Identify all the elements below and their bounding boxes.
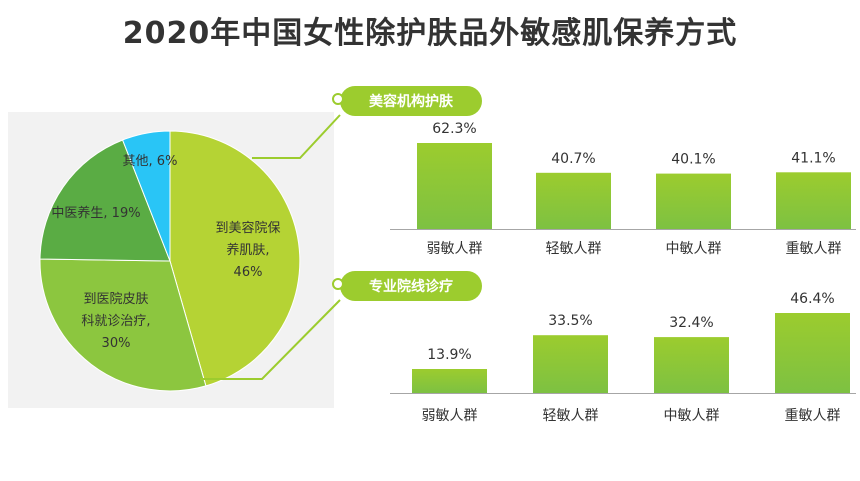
pie-slice-hospital (39, 258, 207, 392)
pill-label: 专业院线诊疗 (369, 279, 453, 295)
connector-line (200, 299, 341, 380)
bar-top-1 (417, 143, 492, 229)
pill-connector-dot (332, 278, 344, 290)
pill-label: 美容机构护肤 (369, 94, 453, 110)
category-label: 弱敏人群 (422, 408, 478, 424)
category-label: 轻敏人群 (546, 241, 602, 257)
bar-bottom-4 (775, 313, 850, 393)
bar-value-label: 41.1% (791, 150, 835, 166)
category-label: 重敏人群 (786, 241, 842, 257)
category-label: 重敏人群 (785, 408, 841, 424)
series-pill-professional-clinic: 专业院线诊疗 (332, 271, 482, 301)
bar-value-label: 33.5% (548, 313, 592, 329)
series-pill-beauty-institution: 美容机构护肤 (332, 86, 482, 116)
pie-slice-label: 科就诊治疗, (81, 314, 150, 329)
bar-bottom-3 (654, 337, 729, 393)
bar-value-label: 46.4% (790, 291, 834, 307)
category-label: 轻敏人群 (543, 408, 599, 424)
bar-value-label: 62.3% (432, 121, 476, 137)
pie-slice-other (121, 130, 171, 262)
bar-value-label: 32.4% (669, 315, 713, 331)
pill-connector-dot (332, 93, 344, 105)
pie-slice-label: 养肌肤, (226, 242, 269, 258)
pie-slice-label: 46% (234, 265, 263, 280)
pie-slice-label: 中医养生, 19% (51, 205, 140, 221)
connector-line (252, 114, 341, 159)
pie-slice-beauty-salon (169, 130, 301, 387)
bar-value-label: 40.7% (551, 151, 595, 167)
pie-slice-tcm (39, 139, 171, 262)
pie-slice-label: 到医院皮肤 (83, 292, 148, 307)
bar-value-label: 40.1% (671, 152, 715, 168)
bar-value-label: 13.9% (427, 347, 471, 363)
bar-top-2 (536, 172, 611, 229)
bar-bottom-1 (412, 369, 487, 393)
category-label: 中敏人群 (666, 241, 722, 257)
pie-slice-label: 30% (102, 336, 131, 351)
category-label: 中敏人群 (664, 408, 720, 424)
bar-top-4 (776, 172, 851, 229)
category-label: 弱敏人群 (427, 241, 483, 257)
bar-bottom-2 (533, 335, 608, 393)
pie-slice-label: 到美容院保 (215, 220, 280, 236)
bar-top-3 (656, 173, 731, 229)
chart-title: 2020年中国女性除护肤品外敏感肌保养方式 (122, 16, 738, 51)
pie-slice-label: 其他, 6% (123, 154, 178, 169)
